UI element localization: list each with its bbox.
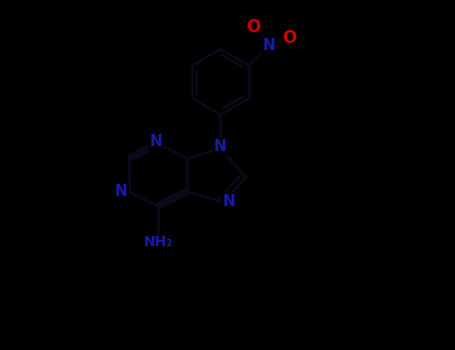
Text: N: N [214, 139, 227, 154]
Text: NH₂: NH₂ [143, 236, 172, 250]
Text: N: N [222, 194, 235, 209]
Text: N: N [149, 134, 162, 149]
Text: O: O [246, 18, 261, 36]
Text: O: O [283, 29, 297, 47]
Text: N: N [114, 184, 127, 199]
Text: N: N [263, 37, 276, 52]
